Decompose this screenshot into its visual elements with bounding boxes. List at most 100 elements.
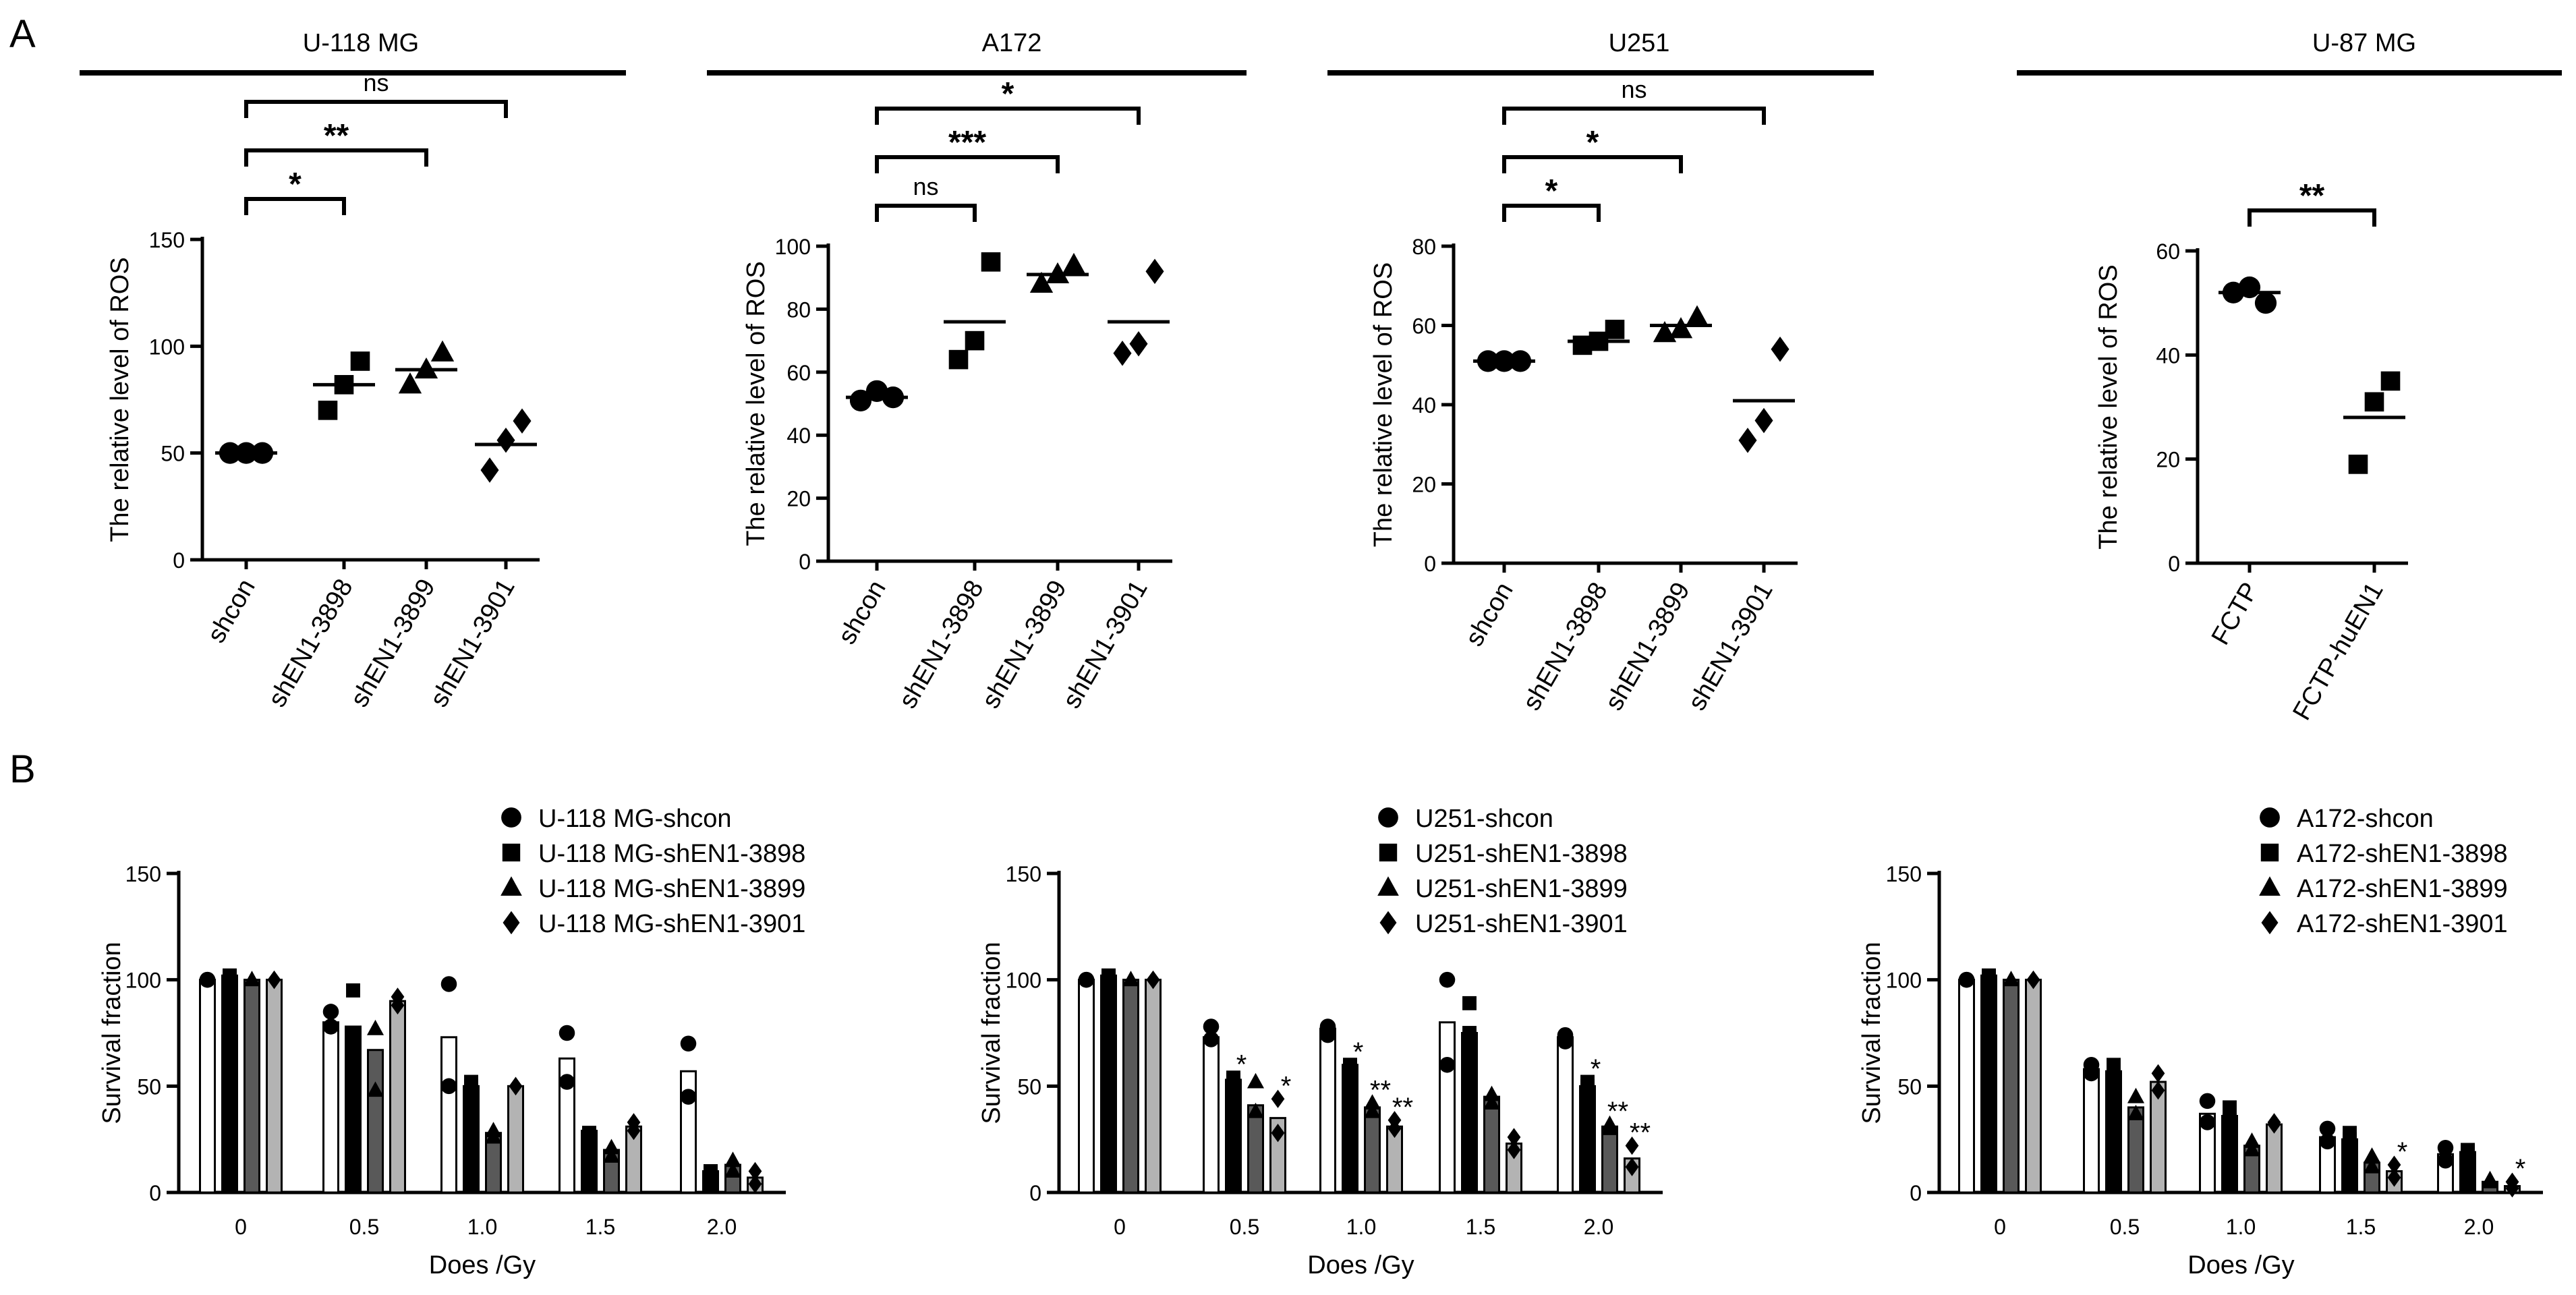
significance-label: *** — [948, 125, 986, 161]
significance-bracket — [2248, 208, 2376, 227]
data-point — [2243, 1141, 2261, 1157]
legend-marker — [1379, 843, 1398, 862]
x-tick-label: FCTP-huEN1 — [2287, 578, 2388, 726]
data-point — [2387, 1155, 2401, 1174]
ros-chart-u118mg: U-118 MG 0 50 100 150 The relative level of R… — [80, 29, 626, 712]
y-tick-label: 150 — [149, 228, 185, 252]
bar — [1364, 1106, 1381, 1194]
data-point — [1439, 1057, 1456, 1073]
data-point — [1483, 1094, 1501, 1110]
y-tick-label: 60 — [2156, 239, 2180, 264]
data-point — [2348, 455, 2368, 474]
x-tick-label: shEN1-3898 — [1518, 578, 1613, 716]
data-point — [724, 1162, 742, 1178]
data-point — [496, 427, 515, 453]
x-tick-label: 0 — [1994, 1215, 2006, 1239]
significance-star: ** — [1392, 1093, 1413, 1122]
x-tick-label: shEN1-3898 — [263, 575, 359, 712]
y-tick-label: 100 — [125, 969, 161, 993]
data-point — [2127, 1105, 2145, 1120]
y-tick-label: 50 — [137, 1074, 161, 1099]
significance-label: * — [289, 167, 302, 202]
data-point — [2238, 276, 2261, 299]
data-point — [1129, 331, 1148, 357]
data-point — [2243, 1132, 2261, 1148]
x-tick-label: shcon — [833, 576, 892, 650]
y-tick-label: 100 — [149, 335, 185, 359]
legend-marker — [501, 807, 521, 828]
data-point — [484, 1122, 503, 1138]
y-axis-label: The relative level of ROS — [2094, 264, 2123, 549]
x-tick-label: shcon — [202, 575, 261, 648]
data-point — [680, 1089, 697, 1105]
data-point — [724, 1151, 742, 1168]
data-point — [509, 1076, 523, 1096]
data-point — [2481, 1170, 2499, 1186]
data-point — [704, 1164, 718, 1178]
y-tick-label: 100 — [1886, 969, 1922, 993]
data-point — [2107, 1070, 2121, 1085]
x-axis-label: Does /Gy — [1307, 1251, 1414, 1279]
data-point — [2267, 1113, 2281, 1132]
data-point — [366, 1081, 384, 1097]
bar — [322, 1021, 339, 1194]
data-point — [748, 1161, 762, 1181]
bar — [345, 1025, 362, 1194]
data-point — [2380, 371, 2401, 391]
ros-chart-u87mg: U-87 MG 0 20 40 60 The relative level of ROS F… — [2017, 29, 2562, 725]
y-tick-label: 60 — [786, 361, 811, 385]
legend-label: A172-shEN1-3899 — [2297, 875, 2508, 903]
data-point — [2151, 1064, 2165, 1083]
data-point — [318, 401, 338, 420]
data-point — [2002, 971, 2020, 987]
significance-star: * — [2515, 1154, 2526, 1184]
data-point — [1113, 341, 1132, 366]
bar — [1483, 1095, 1500, 1194]
data-point — [223, 968, 237, 983]
data-point — [1958, 971, 1975, 988]
data-point — [1271, 1124, 1285, 1143]
y-tick-label: 0 — [1029, 1181, 1041, 1205]
data-point — [1507, 1141, 1521, 1159]
data-point — [391, 987, 405, 1006]
x-tick-label: shEN1-3899 — [1600, 578, 1696, 716]
x-tick-label: shEN1-3899 — [977, 576, 1072, 714]
data-point — [1625, 1136, 1639, 1155]
data-point — [2505, 1172, 2519, 1191]
data-point — [1483, 1085, 1501, 1101]
panel-label-a: A — [9, 12, 36, 56]
data-point — [2387, 1168, 2401, 1187]
data-point — [602, 1139, 621, 1155]
data-point — [1247, 1072, 1265, 1089]
y-axis-label: The relative level of ROS — [106, 257, 134, 542]
data-point — [1601, 1115, 1619, 1131]
data-point — [1363, 1094, 1381, 1110]
significance-label: ** — [2299, 178, 2325, 214]
bar — [1319, 1027, 1336, 1194]
significance-bracket — [1502, 155, 1683, 173]
bar — [2221, 1114, 2238, 1194]
data-point — [243, 971, 261, 987]
data-point — [1439, 971, 1456, 988]
data-point — [2437, 1140, 2454, 1156]
data-point — [398, 372, 422, 394]
significance-bracket — [244, 197, 346, 215]
data-point — [2223, 1100, 2237, 1115]
data-point — [748, 1174, 762, 1194]
x-tick-label: 2.0 — [1584, 1215, 1613, 1239]
bar — [581, 1130, 598, 1194]
bar — [1461, 1032, 1478, 1194]
y-tick-label: 50 — [161, 442, 185, 466]
data-point — [1462, 1026, 1477, 1040]
y-tick-label: 50 — [1017, 1074, 1041, 1099]
data-point — [1319, 1018, 1336, 1035]
data-point — [1685, 305, 1709, 326]
bar — [2341, 1138, 2358, 1194]
survival-chart-a172: 0 50 100 150 Survival fraction 0 0.5 1.0 1.5 2.0 D… — [1858, 805, 2543, 1279]
x-tick-label: FCTP — [2206, 578, 2264, 650]
legend-label: A172-shEN1-3901 — [2297, 910, 2508, 938]
significance-bracket — [875, 204, 977, 222]
data-point — [1982, 968, 1996, 983]
x-tick-label: 0.5 — [349, 1215, 379, 1239]
y-tick-label: 40 — [2156, 343, 2180, 368]
